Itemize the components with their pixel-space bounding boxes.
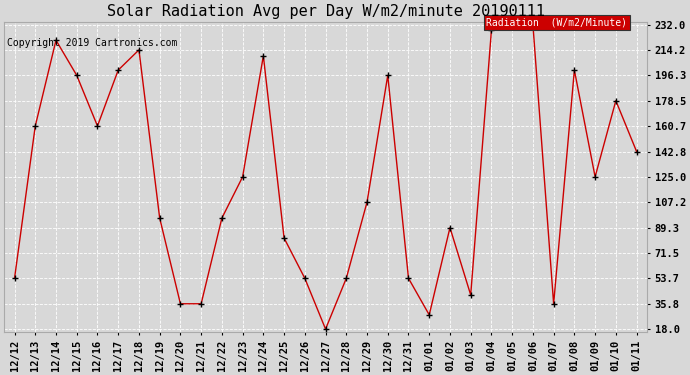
Text: Copyright 2019 Cartronics.com: Copyright 2019 Cartronics.com xyxy=(7,38,177,48)
Text: Radiation  (W/m2/Minute): Radiation (W/m2/Minute) xyxy=(486,18,627,27)
Title: Solar Radiation Avg per Day W/m2/minute 20190111: Solar Radiation Avg per Day W/m2/minute … xyxy=(106,4,544,19)
